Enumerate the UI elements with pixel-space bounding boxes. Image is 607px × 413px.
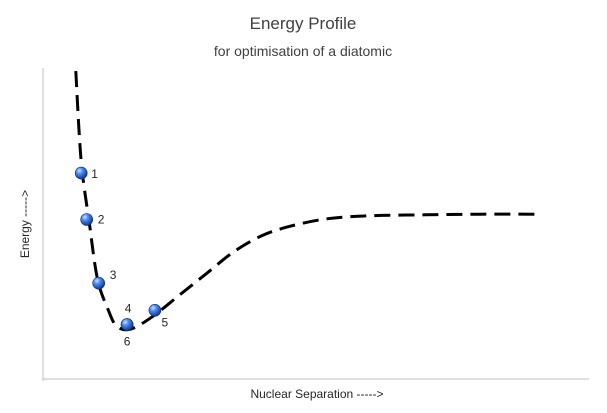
energy-curve-line [74, 71, 535, 332]
data-point-2-label: 2 [98, 213, 105, 227]
data-point-4-label: 4 [125, 302, 132, 316]
plot-area: 1 2 3 4 5 6 [42, 68, 589, 381]
data-point-6-marker [120, 318, 134, 331]
data-point-5-marker [148, 303, 162, 317]
data-point-3-label: 3 [110, 268, 117, 282]
data-point-1-marker [74, 166, 88, 180]
data-points: 1 2 3 4 5 6 [74, 166, 169, 349]
chart-title: Energy Profile [250, 14, 357, 33]
x-axis-label: Nuclear Separation -----> [250, 387, 383, 401]
data-point-5-label: 5 [162, 315, 169, 329]
chart-subtitle: for optimisation of a diatomic [214, 43, 392, 59]
data-point-3-marker [92, 276, 105, 290]
data-point-1-label: 1 [91, 167, 98, 181]
data-point-2-marker [80, 213, 93, 226]
y-axis-label: Energy -----> [18, 190, 32, 258]
data-point-6-label: 6 [124, 335, 131, 349]
